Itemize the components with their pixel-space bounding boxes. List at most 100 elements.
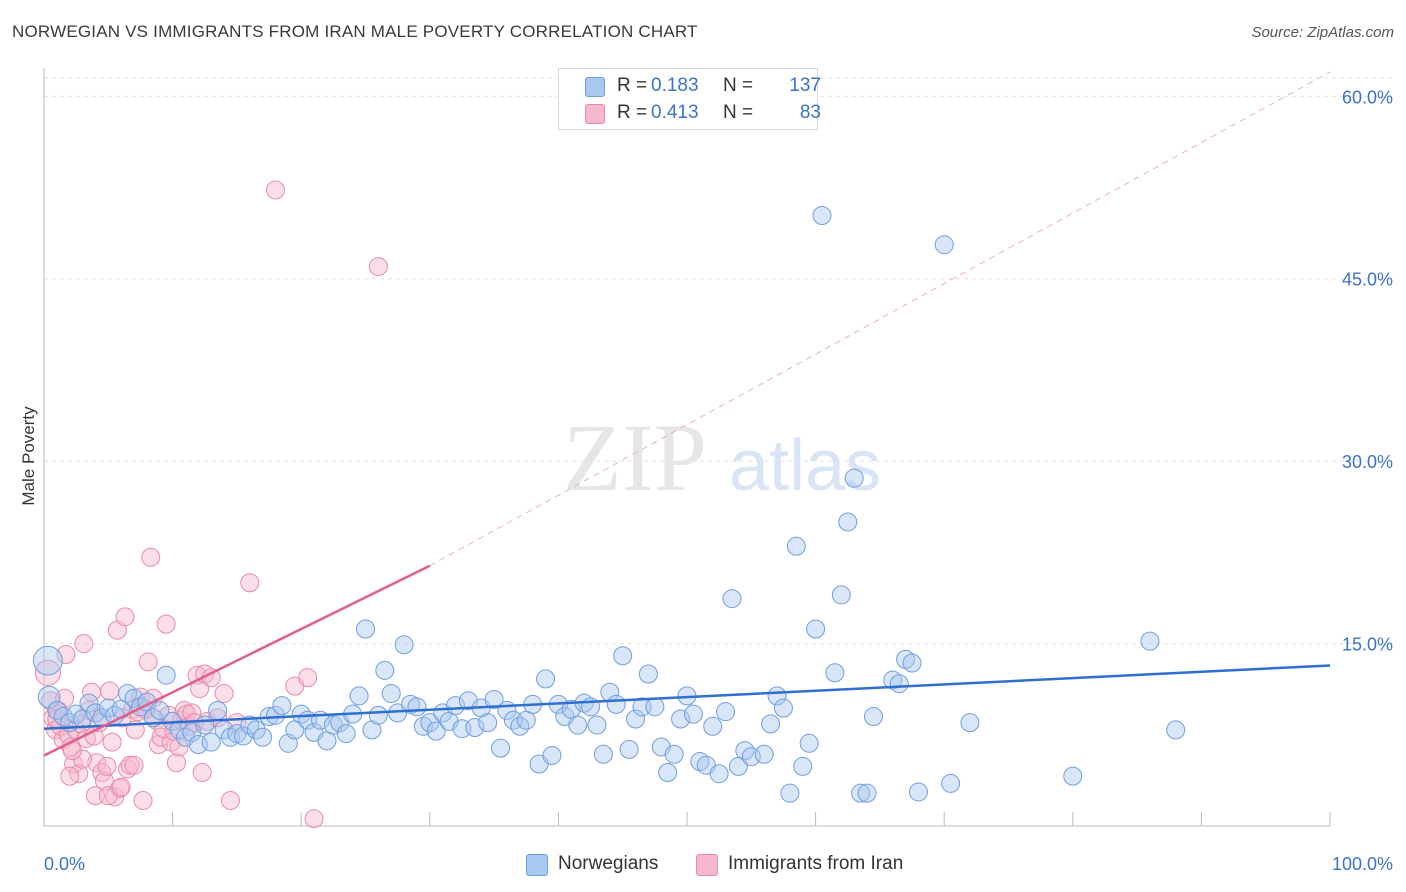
data-point-norwegians: [709, 764, 729, 784]
data-point-norwegians: [150, 700, 170, 720]
axes: [43, 68, 1331, 827]
data-point-iran: [110, 778, 130, 798]
data-point-iran: [102, 732, 122, 752]
data-point-norwegians: [32, 645, 63, 676]
data-point-norwegians: [79, 693, 99, 713]
data-point-iran: [304, 809, 324, 829]
data-point-iran: [156, 614, 176, 634]
data-point-norwegians: [606, 694, 626, 714]
data-point-iran: [97, 756, 117, 776]
data-point-iran: [214, 683, 234, 703]
correlation-legend: R = 0.183 N = 137 R = 0.413 N = 83: [558, 68, 821, 130]
data-point-norwegians: [703, 716, 723, 736]
data-point-norwegians: [426, 721, 446, 741]
trend-lines: [43, 71, 1331, 757]
data-point-norwegians: [413, 716, 433, 736]
data-point-norwegians: [587, 715, 607, 735]
legend-r-label: R =: [617, 75, 648, 96]
data-point-norwegians: [799, 733, 819, 753]
legend-r-value: 0.183: [651, 75, 699, 96]
bottom-legend-label: Norwegians: [558, 853, 659, 874]
data-point-iran: [133, 790, 153, 810]
legend-swatch-blue: [585, 77, 605, 97]
legend-r-value: 0.413: [651, 102, 699, 123]
data-point-iran: [60, 766, 80, 786]
data-point-iran: [220, 790, 240, 810]
data-point-norwegians: [240, 715, 260, 735]
legend-swatch-pink: [585, 104, 605, 124]
data-point-iran: [240, 573, 260, 593]
data-point-iran: [265, 180, 285, 200]
data-point-norwegians: [336, 724, 356, 744]
data-point-norwegians: [516, 710, 536, 730]
data-point-norwegians: [66, 704, 86, 724]
data-point-norwegians: [722, 589, 742, 609]
data-point-iran: [138, 652, 158, 672]
data-point-iran: [166, 753, 186, 773]
data-point-norwegians: [1166, 720, 1186, 740]
y-axis-label: Male Poverty: [19, 406, 38, 506]
x-tick-label: 100.0%: [1332, 854, 1393, 874]
data-point-norwegians: [683, 704, 703, 724]
data-point-iran: [56, 645, 76, 665]
data-point-norwegians: [195, 715, 215, 735]
data-point-norwegians: [201, 732, 221, 752]
gridlines: [44, 77, 1392, 645]
data-point-norwegians: [349, 686, 369, 706]
data-point-iran: [192, 762, 212, 782]
data-point-norwegians: [786, 536, 806, 556]
data-point-norwegians: [593, 744, 613, 764]
data-point-norwegians: [37, 685, 61, 709]
data-point-norwegians: [381, 683, 401, 703]
data-point-iran: [298, 668, 318, 688]
legend-r-label: R =: [617, 102, 648, 123]
legend-n-value: 137: [789, 75, 821, 96]
bottom-legend-label: Immigrants from Iran: [728, 853, 904, 874]
data-point-norwegians: [671, 709, 691, 729]
data-point-norwegians: [896, 649, 916, 669]
bottom-legend-swatch-blue: [526, 854, 548, 876]
data-point-norwegians: [253, 727, 273, 747]
data-point-iran: [100, 681, 120, 701]
data-point-norwegians: [838, 512, 858, 532]
chart-title: NORWEGIAN VS IMMIGRANTS FROM IRAN MALE P…: [12, 22, 698, 41]
data-point-iran: [94, 771, 114, 791]
data-point-iran: [368, 257, 388, 277]
data-point-norwegians: [773, 698, 793, 718]
data-point-iran: [87, 753, 107, 773]
data-point-norwegians: [941, 773, 961, 793]
data-point-norwegians: [368, 705, 388, 725]
data-point-norwegians: [812, 206, 832, 226]
watermark-atlas: atlas: [729, 426, 881, 506]
data-point-norwegians: [233, 726, 253, 746]
data-point-norwegians: [883, 670, 903, 690]
data-point-norwegians: [626, 709, 646, 729]
data-point-norwegians: [1063, 766, 1083, 786]
data-point-norwegians: [831, 585, 851, 605]
y-tick-label: 15.0%: [1342, 635, 1393, 655]
data-point-norwegians: [536, 669, 556, 689]
data-point-norwegians: [156, 665, 176, 685]
data-point-norwegians: [619, 739, 639, 759]
data-point-norwegians: [375, 660, 395, 680]
data-point-norwegians: [1140, 631, 1160, 651]
data-point-norwegians: [716, 702, 736, 722]
data-point-iran: [169, 737, 189, 757]
data-point-norwegians: [118, 683, 138, 703]
data-point-norwegians: [658, 762, 678, 782]
source-label: Source: ZipAtlas.com: [1251, 24, 1394, 41]
data-point-norwegians: [272, 696, 292, 716]
data-point-iran: [111, 777, 131, 797]
data-point-iran: [141, 547, 161, 567]
y-tick-label: 45.0%: [1342, 270, 1393, 290]
data-point-norwegians: [664, 744, 684, 764]
watermark: ZIP atlas: [563, 404, 881, 511]
legend-n-value: 83: [799, 102, 821, 123]
trend-line-iran: [43, 564, 431, 757]
data-point-norwegians: [844, 468, 864, 488]
data-point-norwegians: [806, 619, 826, 639]
data-point-norwegians: [793, 756, 813, 776]
legend-n-label: N =: [723, 75, 754, 96]
data-point-norwegians: [246, 720, 266, 740]
